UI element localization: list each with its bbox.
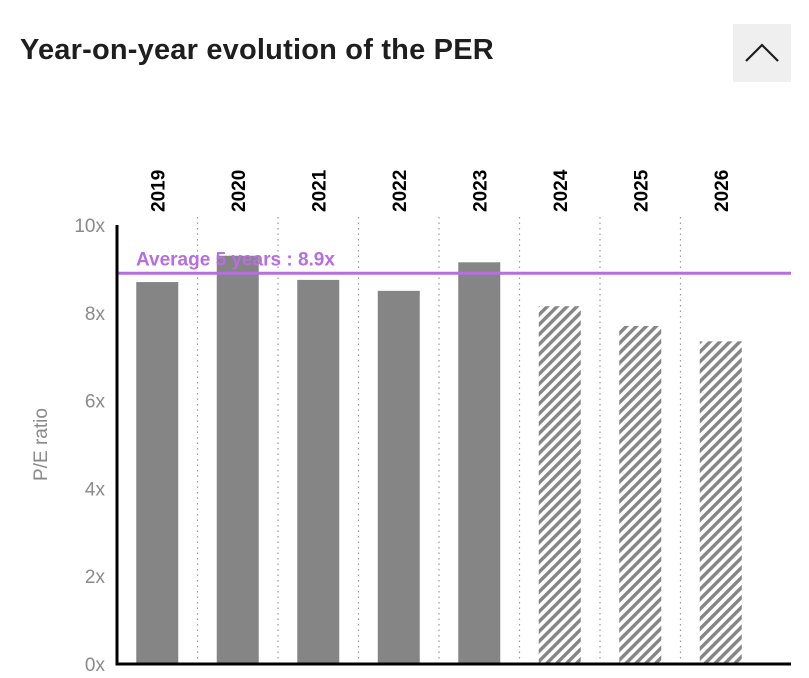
bar-2023 [458,262,501,664]
y-tick-label: 4x [85,479,106,500]
y-tick-label: 6x [85,392,106,413]
bar-2020 [216,255,259,665]
year-label-2026: 2026 [712,170,733,212]
chevron-up-icon [745,43,779,62]
bar-2024 [538,306,581,664]
y-axis-title: P/E ratio [31,408,52,481]
bar-2025 [619,325,662,664]
year-label-2019: 2019 [148,170,169,212]
bar-2026 [699,341,742,664]
bar-2019 [136,282,179,664]
year-label-2020: 2020 [229,170,250,212]
collapse-button[interactable] [733,24,791,82]
year-label-2023: 2023 [470,170,491,212]
year-label-2025: 2025 [631,169,652,212]
y-tick-label: 2x [85,567,106,588]
y-tick-label: 0x [85,655,106,676]
bar-2021 [297,279,340,664]
y-tick-label: 8x [85,304,106,325]
average-label: Average 5 years : 8.9x [136,249,335,270]
year-label-2021: 2021 [309,169,330,212]
y-tick-label: 10x [74,216,105,237]
chart-title: Year-on-year evolution of the PER [20,34,494,66]
bar-2022 [377,290,420,664]
year-label-2022: 2022 [390,170,411,212]
year-label-2024: 2024 [551,169,572,212]
